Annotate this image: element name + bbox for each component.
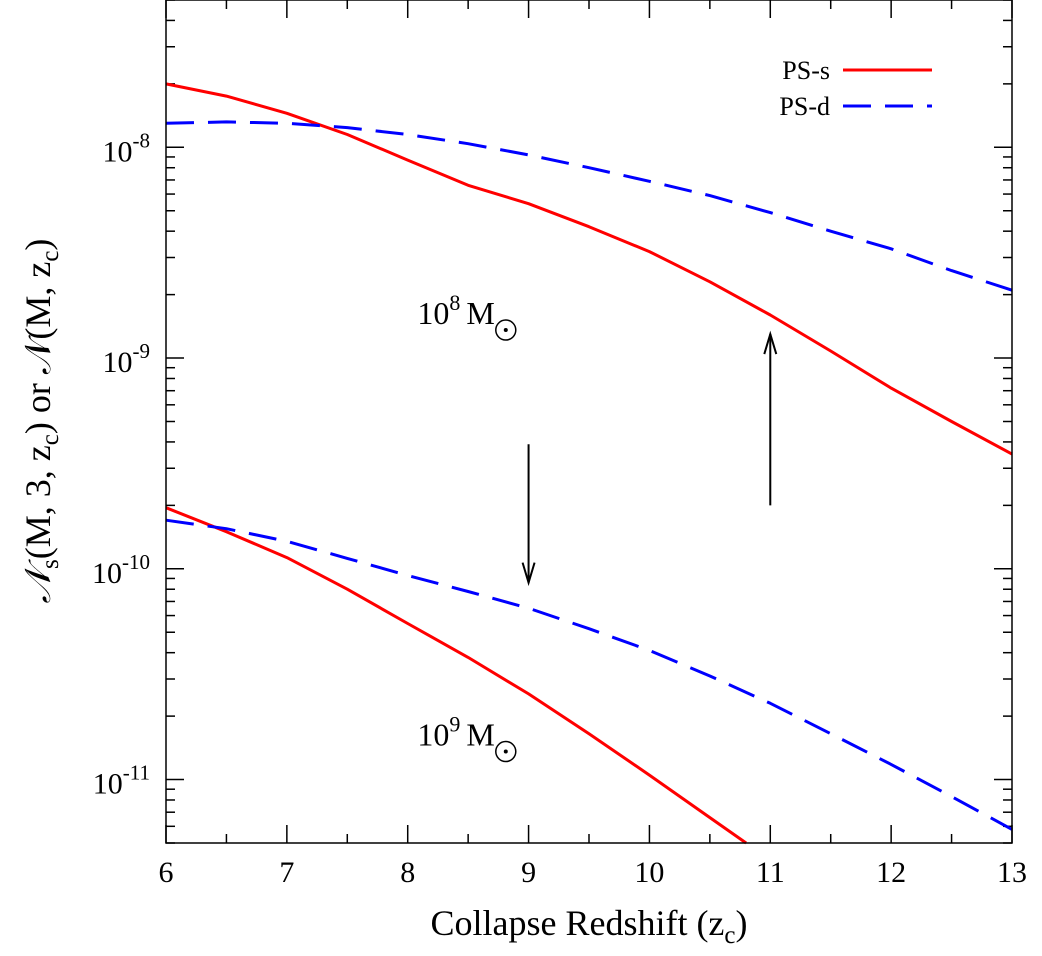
- series-line-ps-s-10e8: [165, 82, 1013, 456]
- sun-symbol-circle: [495, 319, 517, 341]
- series-line-ps-s-10e9: [165, 506, 747, 845]
- axis-ticks: [165, 0, 1013, 844]
- x-tick-labels: 6 7 8 9 10 11 12 13: [159, 856, 1028, 889]
- x-tick-label: 8: [400, 856, 415, 889]
- y-tick-label: 10-10: [92, 550, 150, 590]
- arrows: [521, 330, 778, 587]
- legend-label: PS-s: [782, 56, 830, 85]
- plot-frame: [165, 0, 1013, 844]
- x-tick-label: 7: [279, 856, 294, 889]
- y-tick-label: 10-11: [93, 761, 150, 801]
- x-tick-label: 13: [997, 856, 1027, 889]
- y-tick-labels: 10-8 10-9 10-10 10-11: [92, 128, 150, 800]
- x-tick-label: 9: [521, 856, 536, 889]
- y-axis-title-group: 𝒩s(M, 3, zc) or 𝒩(M, zc): [18, 239, 64, 604]
- arrow-head: [521, 562, 536, 587]
- legend: PS-s PS-d: [779, 56, 932, 121]
- y-tick-label: 10-8: [103, 128, 151, 168]
- plot-background: [166, 0, 1012, 843]
- x-tick-label: 6: [159, 856, 174, 889]
- plot-area: [166, 0, 1012, 843]
- y-tick-label: 10-9: [103, 339, 151, 379]
- mass-label: 109 M: [417, 712, 517, 763]
- sun-symbol-circle: [495, 740, 517, 763]
- sun-symbol-dot: [503, 328, 508, 333]
- mass-annotations: 108 M 109 M: [417, 290, 517, 763]
- x-axis-title: Collapse Redshift (zc): [430, 903, 747, 949]
- mass-label-text: 109 M: [417, 712, 494, 753]
- series-line-ps-d-10e8: [165, 120, 1013, 292]
- sun-symbol-dot: [503, 749, 508, 754]
- legend-label: PS-d: [779, 92, 830, 121]
- series-lines: [165, 82, 1013, 845]
- arrow-head: [763, 330, 778, 355]
- mass-label: 108 M: [417, 290, 517, 341]
- mass-label-text: 108 M: [417, 290, 494, 331]
- y-axis-title: 𝒩s(M, 3, zc) or 𝒩(M, zc): [18, 239, 64, 604]
- x-tick-label: 10: [634, 856, 664, 889]
- x-tick-label: 12: [876, 856, 906, 889]
- series-line-ps-d-10e9: [165, 518, 1013, 831]
- x-tick-label: 11: [756, 856, 785, 889]
